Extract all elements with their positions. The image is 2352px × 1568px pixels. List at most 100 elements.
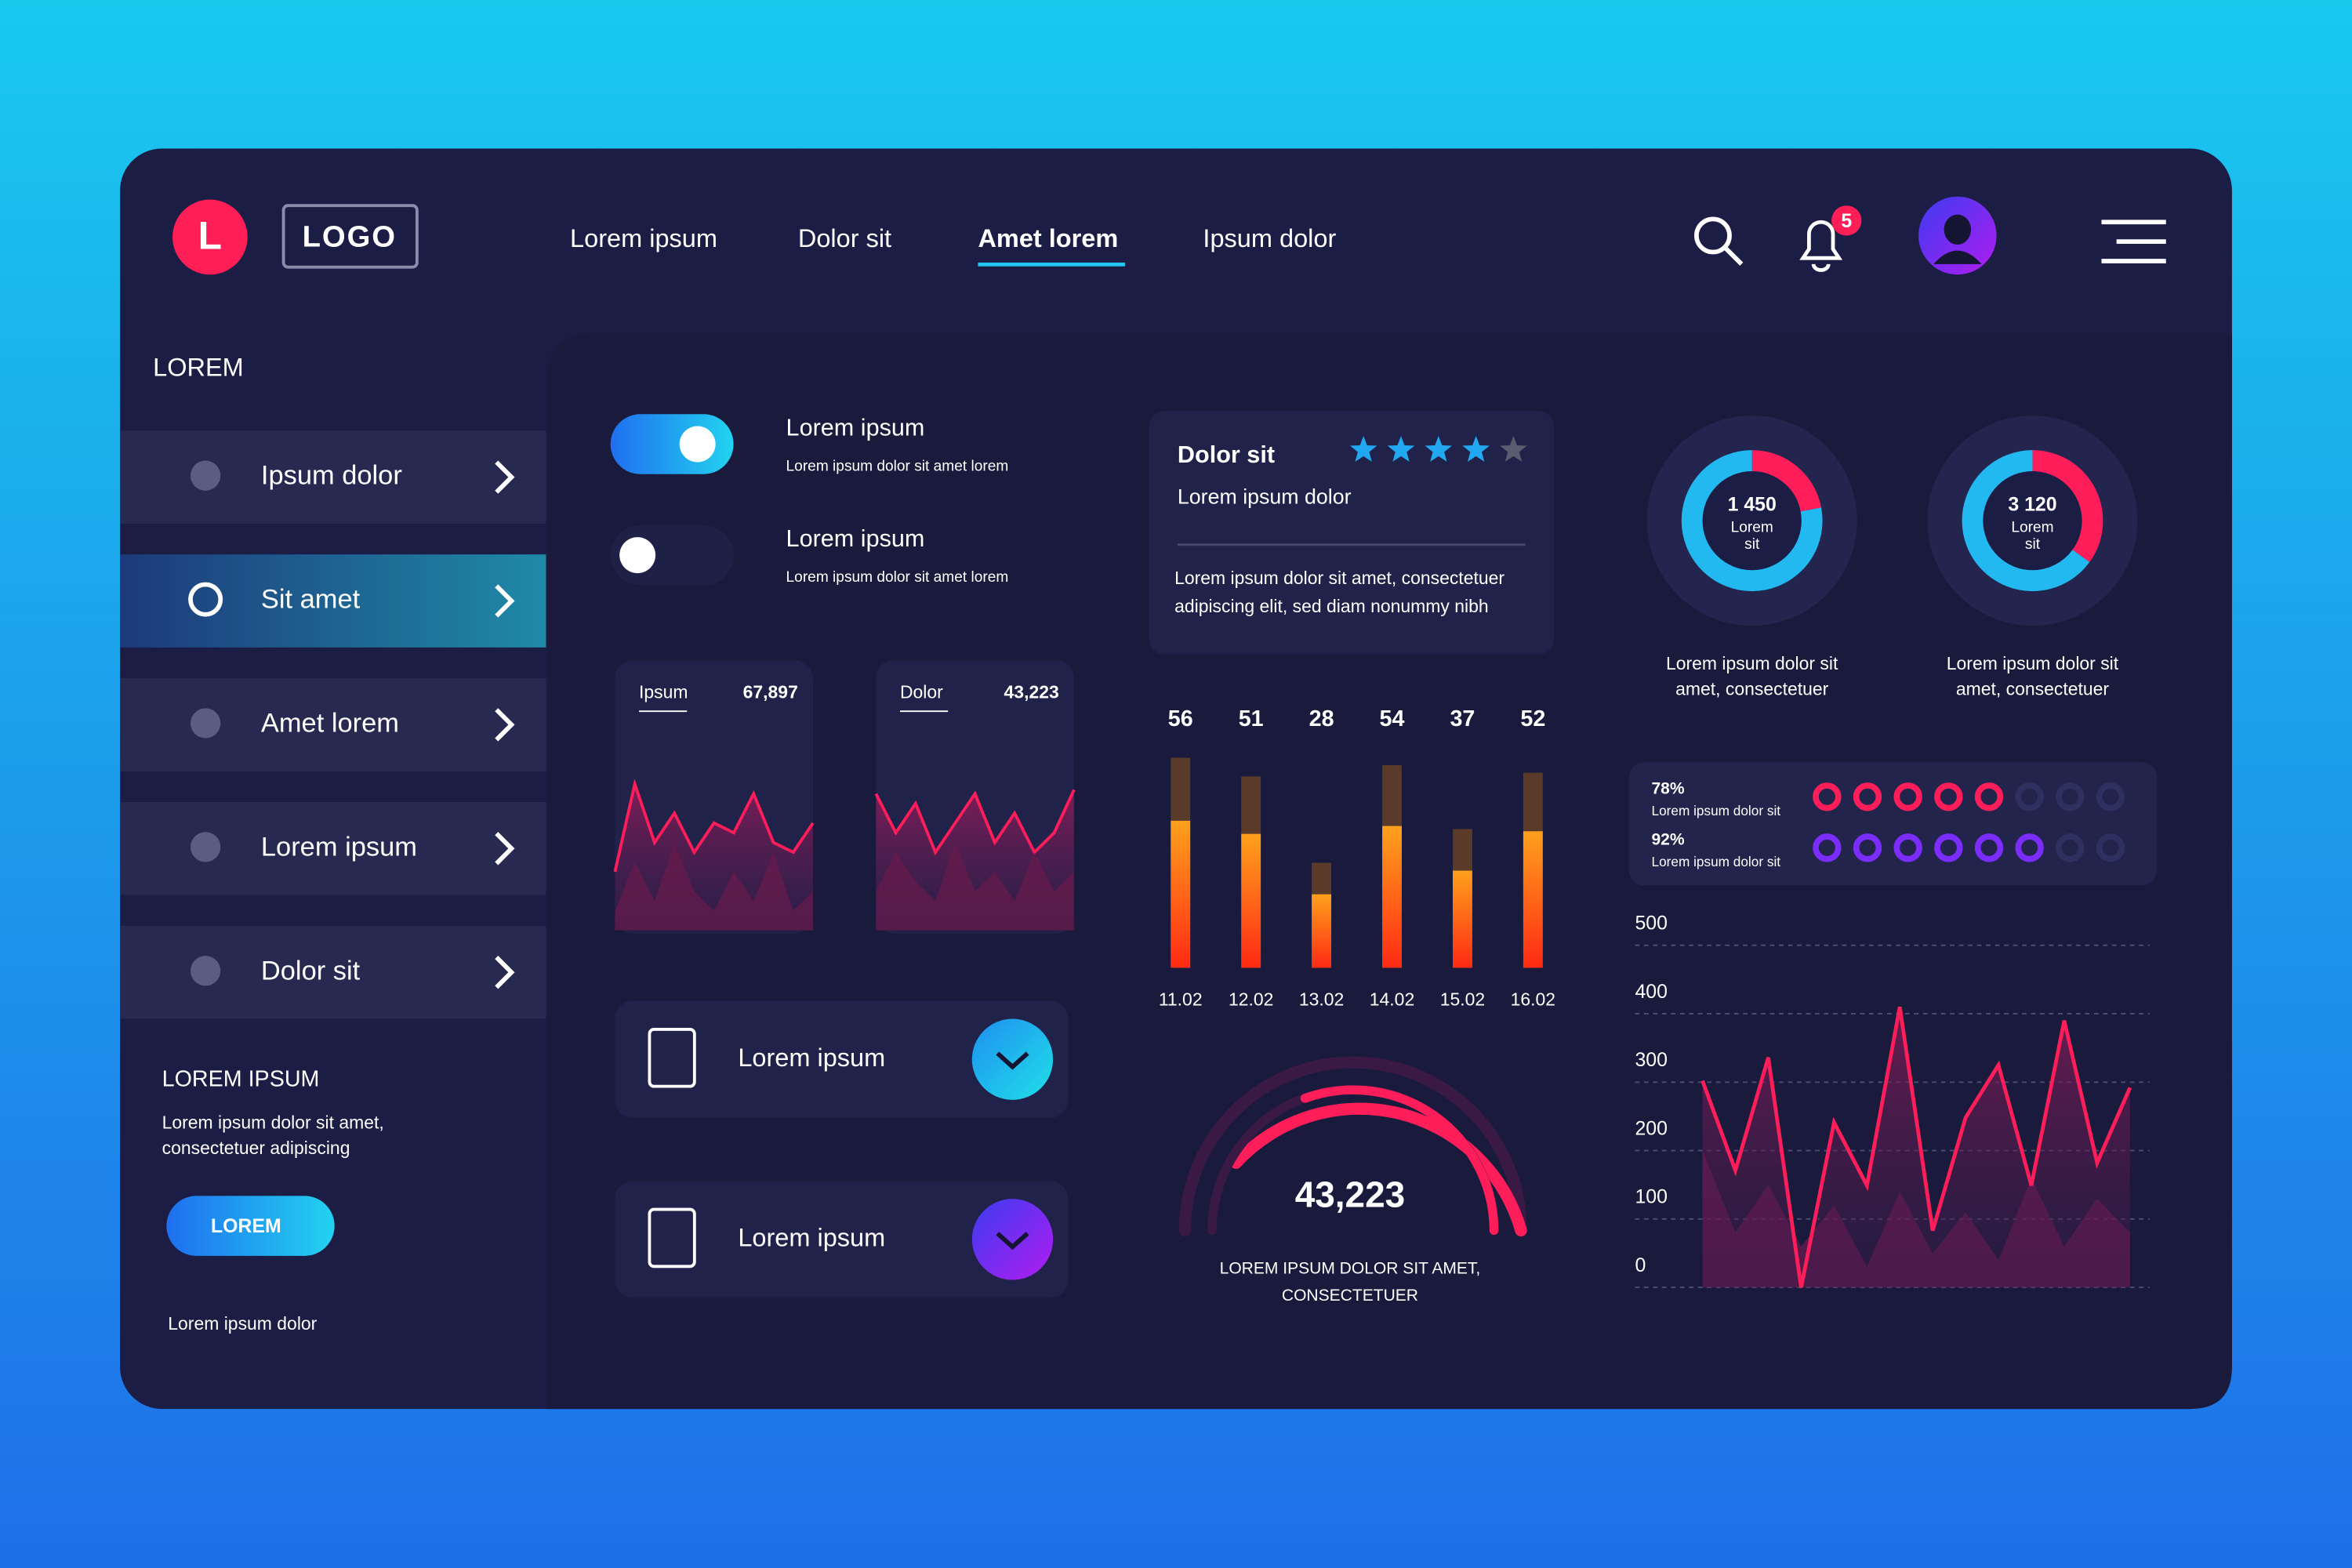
progress-text: Lorem ipsum dolor sit bbox=[1652, 803, 1781, 818]
sidebar-footer-title: LOREM IPSUM bbox=[162, 1067, 320, 1092]
x-tick-label: 14.02 bbox=[1370, 989, 1414, 1010]
bar-value-label: 37 bbox=[1450, 706, 1475, 731]
list-label: Lorem ipsum bbox=[738, 1044, 885, 1072]
nav-underline bbox=[978, 262, 1125, 267]
progress-panel bbox=[1628, 762, 2158, 886]
y-tick-label: 300 bbox=[1635, 1049, 1667, 1071]
logo-mark[interactable] bbox=[172, 199, 248, 275]
gauge-value: 43,223 bbox=[1295, 1174, 1405, 1214]
logo-text: LOGO bbox=[303, 220, 397, 253]
progress-dot bbox=[2015, 782, 2044, 811]
progress-text: Lorem ipsum dolor sit bbox=[1652, 854, 1781, 869]
progress-dot bbox=[1813, 782, 1842, 811]
donut-label: Lorem bbox=[2011, 520, 2053, 536]
bar-value-label: 52 bbox=[1520, 706, 1545, 731]
toggle-knob bbox=[619, 537, 656, 574]
bar bbox=[1312, 894, 1332, 968]
progress-percent: 78% bbox=[1652, 779, 1685, 797]
rating-text: Lorem ipsum dolor sit amet, consectetuer bbox=[1174, 568, 1504, 588]
nav-item[interactable]: Amet lorem bbox=[978, 224, 1118, 252]
rating-title: Dolor sit bbox=[1178, 441, 1275, 468]
progress-dot bbox=[1893, 833, 1922, 862]
gauge-caption: CONSECTETUER bbox=[1282, 1287, 1418, 1305]
donut-caption: Lorem ipsum dolor sit bbox=[1666, 653, 1838, 673]
progress-dot bbox=[1853, 833, 1882, 862]
sidebar-label: Ipsum dolor bbox=[261, 461, 402, 491]
bar bbox=[1452, 870, 1472, 968]
donut-caption: Lorem ipsum dolor sit bbox=[1947, 653, 2119, 673]
star bbox=[1462, 435, 1490, 462]
nav-item[interactable]: Dolor sit bbox=[798, 224, 891, 252]
sidebar-icon bbox=[188, 582, 223, 617]
mini-area bbox=[615, 842, 813, 931]
donut-caption: amet, consectetuer bbox=[1956, 678, 2110, 699]
progress-dot bbox=[1974, 782, 2004, 811]
donut-inner bbox=[1702, 470, 1802, 571]
mini-label: Dolor bbox=[900, 681, 943, 702]
progress-dot bbox=[1974, 833, 2004, 862]
list-chevron bbox=[996, 1051, 1029, 1070]
progress-dot bbox=[2015, 833, 2044, 862]
list-button[interactable] bbox=[971, 1199, 1054, 1280]
y-tick-label: 0 bbox=[1635, 1254, 1646, 1276]
logo-letter: L bbox=[198, 213, 222, 257]
bar bbox=[1382, 826, 1402, 968]
bell-icon[interactable] bbox=[1799, 220, 1843, 272]
donut-segment bbox=[1681, 450, 1823, 592]
toggle-text: Lorem ipsum dolor sit amet lorem bbox=[786, 458, 1009, 474]
chevron bbox=[495, 584, 515, 618]
sidebar-label: Amet lorem bbox=[261, 708, 399, 738]
progress-dot bbox=[2096, 782, 2125, 811]
sidebar-note: Lorem ipsum dolor bbox=[168, 1313, 317, 1334]
list-button[interactable] bbox=[971, 1018, 1054, 1100]
list-label: Lorem ipsum bbox=[738, 1223, 885, 1251]
search-icon[interactable] bbox=[1694, 216, 1744, 266]
mini-line bbox=[613, 778, 815, 873]
mini-line bbox=[874, 789, 1076, 856]
list-icon bbox=[648, 1207, 696, 1269]
list-card[interactable] bbox=[615, 1181, 1069, 1298]
logo-box[interactable] bbox=[281, 204, 419, 269]
progress-dot bbox=[2056, 782, 2085, 811]
nav-item[interactable]: Ipsum dolor bbox=[1203, 224, 1336, 252]
chevron bbox=[495, 832, 515, 866]
progress-dot bbox=[2056, 833, 2085, 862]
nav-item[interactable]: Lorem ipsum bbox=[570, 224, 717, 252]
star bbox=[1349, 435, 1377, 462]
mini-value: 67,897 bbox=[743, 681, 798, 702]
donut-label: sit bbox=[2025, 536, 2041, 553]
sidebar-button-label: LOREM bbox=[211, 1215, 281, 1237]
badge-count: 5 bbox=[1841, 210, 1852, 232]
sidebar-label: Lorem ipsum bbox=[261, 832, 417, 862]
sidebar-button[interactable] bbox=[166, 1196, 335, 1256]
progress-percent: 92% bbox=[1652, 830, 1685, 848]
bar bbox=[1523, 831, 1543, 968]
x-tick-label: 15.02 bbox=[1440, 989, 1485, 1010]
sidebar-icon bbox=[190, 832, 221, 862]
toggle-knob bbox=[679, 426, 716, 463]
star bbox=[1425, 435, 1453, 462]
avatar-figure bbox=[1933, 214, 1982, 264]
sidebar-footer-text: Lorem ipsum dolor sit amet, bbox=[162, 1112, 384, 1133]
donut-value: 1 450 bbox=[1728, 494, 1777, 516]
progress-dot bbox=[1813, 833, 1842, 862]
donut-caption: amet, consectetuer bbox=[1675, 678, 1829, 699]
chevron bbox=[495, 956, 515, 989]
y-tick-label: 100 bbox=[1635, 1186, 1667, 1208]
gauge-arcs bbox=[1178, 1056, 1527, 1237]
chevron bbox=[495, 460, 515, 494]
star bbox=[1387, 435, 1415, 462]
progress-dot bbox=[1934, 833, 1963, 862]
bar bbox=[1171, 820, 1191, 968]
line-series bbox=[1700, 1006, 2132, 1288]
y-tick-label: 500 bbox=[1635, 913, 1667, 935]
y-tick-label: 400 bbox=[1635, 981, 1667, 1003]
menu-icon[interactable] bbox=[2101, 220, 2166, 263]
x-tick-label: 12.02 bbox=[1229, 989, 1273, 1010]
bar-value-label: 51 bbox=[1239, 706, 1264, 731]
progress-dot bbox=[1934, 782, 1963, 811]
sidebar-footer-text: consectetuer adipiscing bbox=[162, 1138, 350, 1158]
list-card[interactable] bbox=[615, 1000, 1069, 1118]
x-tick-label: 13.02 bbox=[1299, 989, 1344, 1010]
